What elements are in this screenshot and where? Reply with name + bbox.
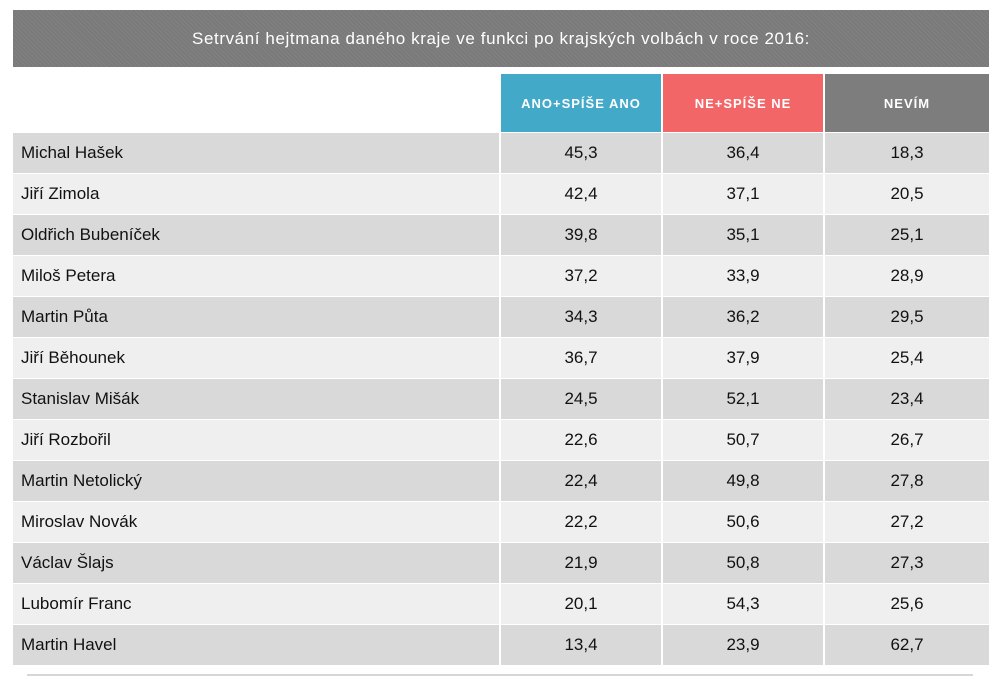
table-title: Setrvání hejtmana daného kraje ve funkci… [13,10,989,67]
value-cell-r1-c1: 45,3 [501,133,663,174]
value-cell-r1-c2: 36,4 [663,133,825,174]
value-cell-r7-c1: 24,5 [501,379,663,420]
value-cell-r3-c2: 35,1 [663,215,825,256]
value-cell-r11-c3: 27,3 [825,543,989,584]
value-cell-r8-c3: 26,7 [825,420,989,461]
value-cell-r13-c3: 62,7 [825,625,989,666]
row-name-8: Jiří Rozbořil [13,420,501,461]
value-cell-r9-c1: 22,4 [501,461,663,502]
row-name-4: Miloš Petera [13,256,501,297]
value-cell-r10-c1: 22,2 [501,502,663,543]
row-name-3: Oldřich Bubeníček [13,215,501,256]
value-cell-r7-c2: 52,1 [663,379,825,420]
value-cell-r11-c1: 21,9 [501,543,663,584]
row-name-10: Miroslav Novák [13,502,501,543]
value-cell-r2-c1: 42,4 [501,174,663,215]
row-name-12: Lubomír Franc [13,584,501,625]
bottom-divider [27,674,973,676]
value-cell-r3-c1: 39,8 [501,215,663,256]
value-cell-r3-c3: 25,1 [825,215,989,256]
row-name-5: Martin Půta [13,297,501,338]
value-cell-r11-c2: 50,8 [663,543,825,584]
value-cell-r12-c3: 25,6 [825,584,989,625]
value-cell-r8-c2: 50,7 [663,420,825,461]
value-cell-r5-c1: 34,3 [501,297,663,338]
value-cell-r12-c2: 54,3 [663,584,825,625]
value-cell-r13-c1: 13,4 [501,625,663,666]
value-cell-r5-c3: 29,5 [825,297,989,338]
row-name-9: Martin Netolický [13,461,501,502]
value-cell-r7-c3: 23,4 [825,379,989,420]
value-cell-r9-c3: 27,8 [825,461,989,502]
column-header-3: NEVÍM [825,74,989,133]
value-cell-r4-c2: 33,9 [663,256,825,297]
row-name-6: Jiří Běhounek [13,338,501,379]
value-cell-r13-c2: 23,9 [663,625,825,666]
value-cell-r6-c2: 37,9 [663,338,825,379]
value-cell-r6-c1: 36,7 [501,338,663,379]
row-name-1: Michal Hašek [13,133,501,174]
value-cell-r1-c3: 18,3 [825,133,989,174]
row-name-11: Václav Šlajs [13,543,501,584]
value-cell-r5-c2: 36,2 [663,297,825,338]
value-cell-r10-c3: 27,2 [825,502,989,543]
column-header-2: NE+SPÍŠE NE [663,74,825,133]
value-cell-r4-c3: 28,9 [825,256,989,297]
row-name-13: Martin Havel [13,625,501,666]
table-title-text: Setrvání hejtmana daného kraje ve funkci… [192,28,810,48]
row-name-7: Stanislav Mišák [13,379,501,420]
value-cell-r2-c3: 20,5 [825,174,989,215]
value-cell-r6-c3: 25,4 [825,338,989,379]
column-header-1: ANO+SPÍŠE ANO [501,74,663,133]
value-cell-r2-c2: 37,1 [663,174,825,215]
value-cell-r10-c2: 50,6 [663,502,825,543]
value-cell-r9-c2: 49,8 [663,461,825,502]
value-cell-r8-c1: 22,6 [501,420,663,461]
row-name-2: Jiří Zimola [13,174,501,215]
results-table: ANO+SPÍŠE ANO NE+SPÍŠE NE NEVÍM Michal Haše… [13,74,989,666]
header-blank-cell [13,74,501,133]
value-cell-r12-c1: 20,1 [501,584,663,625]
value-cell-r4-c1: 37,2 [501,256,663,297]
